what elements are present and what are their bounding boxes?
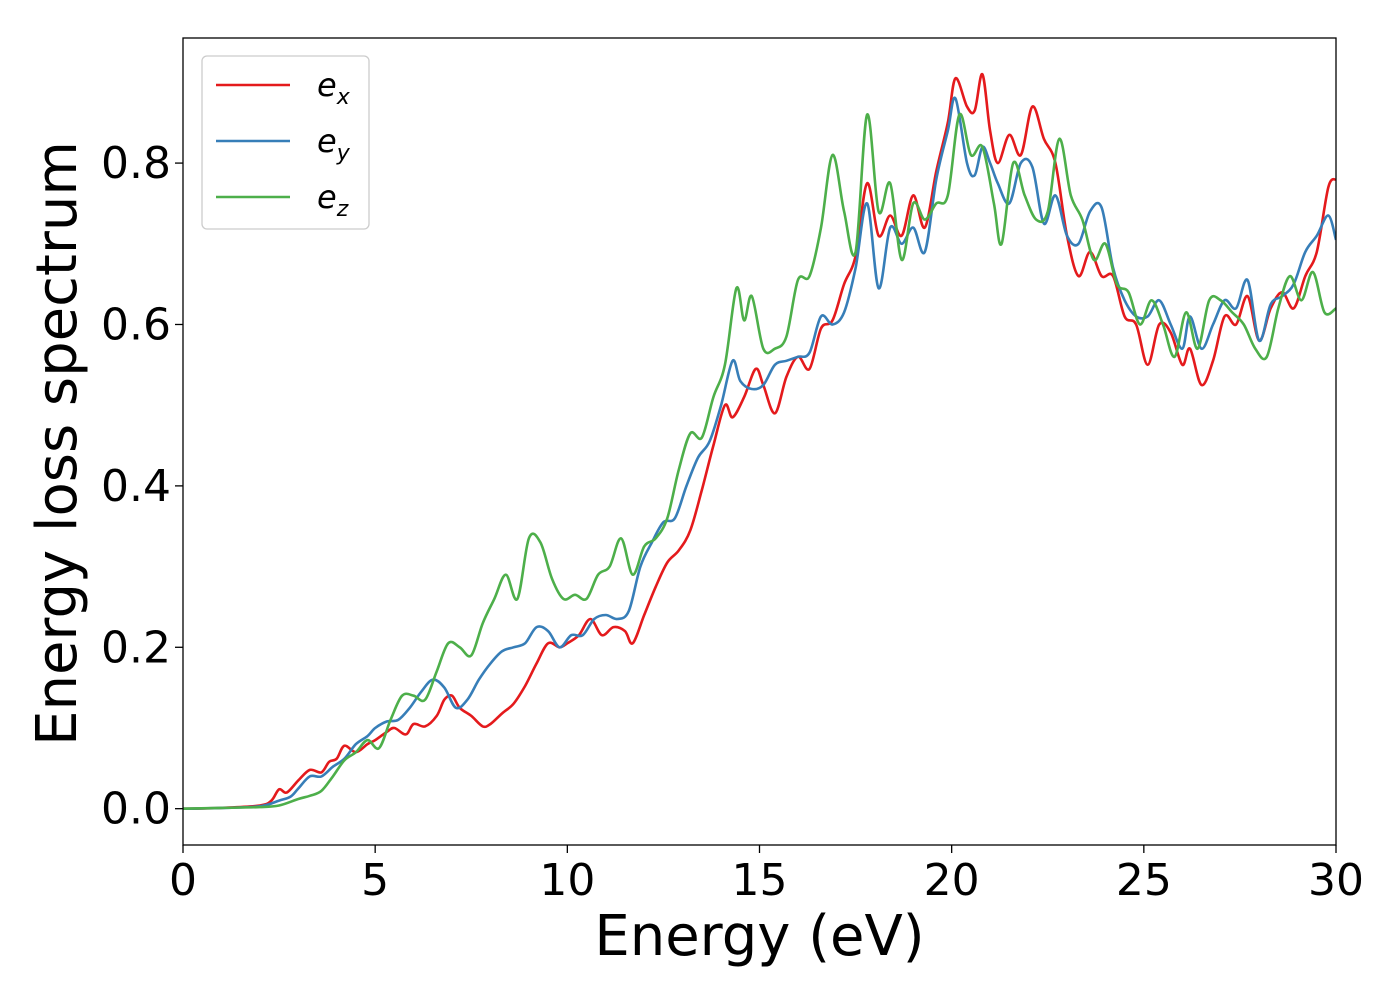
x-tick-label: 15 [732, 855, 788, 906]
y-tick-label: 0.6 [101, 299, 171, 350]
x-tick-label: 30 [1308, 855, 1364, 906]
x-axis: 0 5 10 15 20 25 30 [169, 845, 1364, 906]
legend-box [201, 55, 370, 230]
x-axis-title: Energy (eV) [594, 904, 924, 969]
series-line-ez [183, 112, 1336, 810]
series-line-ex [183, 72, 1336, 810]
y-tick-label: 0.4 [101, 461, 171, 512]
y-tick-label: 0.0 [101, 784, 171, 835]
legend-label: ex [317, 66, 351, 110]
x-tick-label: 10 [539, 855, 595, 906]
x-tick-label: 0 [169, 855, 197, 906]
y-tick-label: 0.2 [101, 622, 171, 673]
x-tick-label: 5 [361, 855, 389, 906]
legend-label: ey [317, 122, 351, 166]
x-tick-label: 25 [1116, 855, 1172, 906]
y-axis-title: Energy loss spectrum [25, 141, 90, 746]
y-tick-label: 0.8 [101, 138, 171, 189]
y-axis: 0.0 0.2 0.4 0.6 0.8 [101, 138, 183, 835]
legend-label: ez [317, 178, 349, 222]
x-tick-label: 20 [924, 855, 980, 906]
legend: ex ey ez [201, 55, 370, 230]
